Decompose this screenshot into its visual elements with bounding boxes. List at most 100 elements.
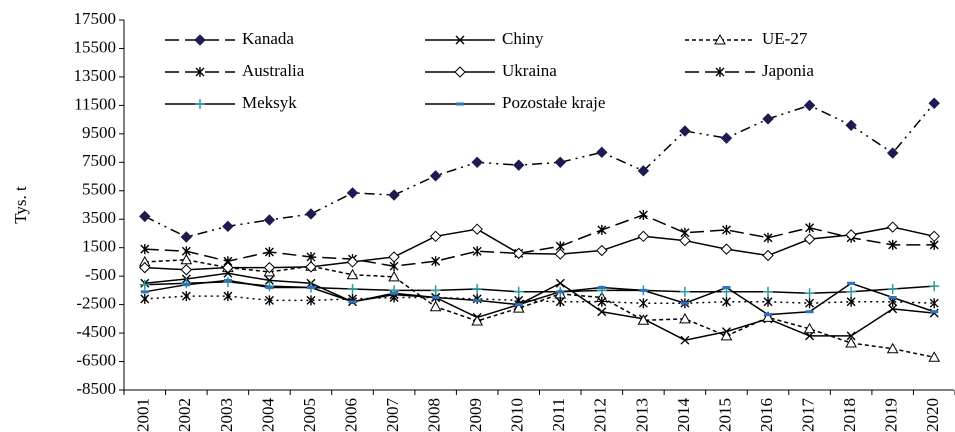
marker [555, 278, 565, 288]
marker [846, 331, 856, 341]
marker [714, 33, 726, 45]
x-tick-label: 2012 [591, 398, 610, 432]
marker [804, 288, 815, 299]
marker-shape [597, 224, 607, 235]
y-tick-label: 5500 [82, 180, 116, 199]
marker-shape [390, 291, 399, 295]
marker-shape [556, 290, 565, 294]
marker [473, 298, 482, 302]
marker [429, 170, 442, 182]
marker [223, 291, 233, 302]
marker-shape [140, 244, 150, 255]
marker-shape [430, 285, 441, 296]
marker [845, 119, 857, 132]
marker [139, 261, 151, 274]
x-tick-label: 2005 [300, 398, 319, 432]
y-tick-label: 15500 [74, 37, 117, 56]
marker-shape [721, 224, 731, 235]
x-tick-label: 2016 [757, 398, 776, 432]
x-tick-label: 2017 [798, 398, 817, 432]
series-line [144, 279, 935, 316]
marker-shape [513, 159, 525, 171]
marker [472, 246, 482, 257]
marker-shape [680, 335, 690, 345]
legend-label: Ukraina [502, 61, 557, 80]
legend-label: Japonia [762, 61, 814, 80]
marker-shape [472, 283, 483, 294]
x-tick-label: 2014 [674, 398, 693, 432]
marker [930, 310, 939, 314]
marker [513, 286, 524, 297]
marker [888, 296, 897, 299]
marker-shape [346, 268, 359, 280]
marker-shape [763, 232, 773, 243]
marker [846, 296, 856, 307]
marker [388, 270, 400, 282]
marker [222, 261, 234, 274]
marker [514, 303, 523, 307]
marker-shape [762, 249, 774, 262]
marker [928, 230, 940, 243]
marker-shape [596, 244, 608, 257]
marker [264, 275, 274, 285]
marker [721, 224, 731, 235]
marker [140, 290, 149, 294]
marker [929, 298, 939, 309]
marker [180, 253, 193, 265]
y-tick-label: -6500 [76, 350, 116, 369]
marker-shape [846, 296, 856, 307]
marker [347, 283, 358, 294]
marker-shape [264, 275, 274, 285]
marker-shape [722, 286, 731, 290]
marker-shape [471, 156, 483, 169]
series-line [144, 281, 935, 294]
marker [554, 248, 566, 260]
marker [454, 66, 466, 78]
legend-label: Pozostałe kraje [502, 93, 605, 112]
marker [195, 99, 205, 109]
marker-shape [847, 281, 856, 285]
x-tick-label: 2009 [466, 398, 485, 432]
y-tick-label: 1500 [82, 237, 116, 256]
marker [471, 156, 483, 169]
x-tick-label: 2010 [508, 398, 527, 432]
marker [637, 230, 650, 243]
marker-shape [846, 331, 856, 341]
marker-shape [637, 314, 650, 325]
y-tick-label: 7500 [82, 151, 116, 170]
marker [720, 329, 733, 341]
marker [596, 244, 608, 257]
marker [195, 67, 205, 77]
y-tick-label: -4500 [76, 322, 116, 341]
marker [182, 283, 191, 287]
marker [305, 261, 317, 273]
marker [886, 147, 899, 159]
marker-shape [886, 221, 899, 233]
marker [388, 189, 400, 201]
marker-shape [513, 247, 525, 260]
marker [803, 322, 816, 334]
marker [888, 304, 898, 314]
marker [805, 310, 814, 314]
marker [346, 187, 359, 199]
marker [223, 278, 232, 282]
x-tick-label: 2019 [882, 398, 901, 432]
marker [389, 261, 399, 272]
marker [886, 342, 899, 354]
marker [637, 314, 650, 325]
marker-shape [555, 296, 565, 307]
y-tick-label: 9500 [82, 123, 116, 142]
marker-shape [762, 113, 774, 125]
marker [455, 35, 465, 45]
x-tick-label: 2015 [715, 398, 734, 432]
marker-shape [845, 337, 857, 348]
marker [180, 264, 193, 276]
marker [346, 256, 359, 268]
marker-shape [639, 288, 648, 292]
marker-shape [929, 298, 939, 309]
marker [763, 286, 774, 297]
marker [803, 99, 816, 112]
marker-shape [886, 342, 899, 354]
marker-shape [181, 246, 191, 257]
marker-shape [720, 329, 733, 341]
